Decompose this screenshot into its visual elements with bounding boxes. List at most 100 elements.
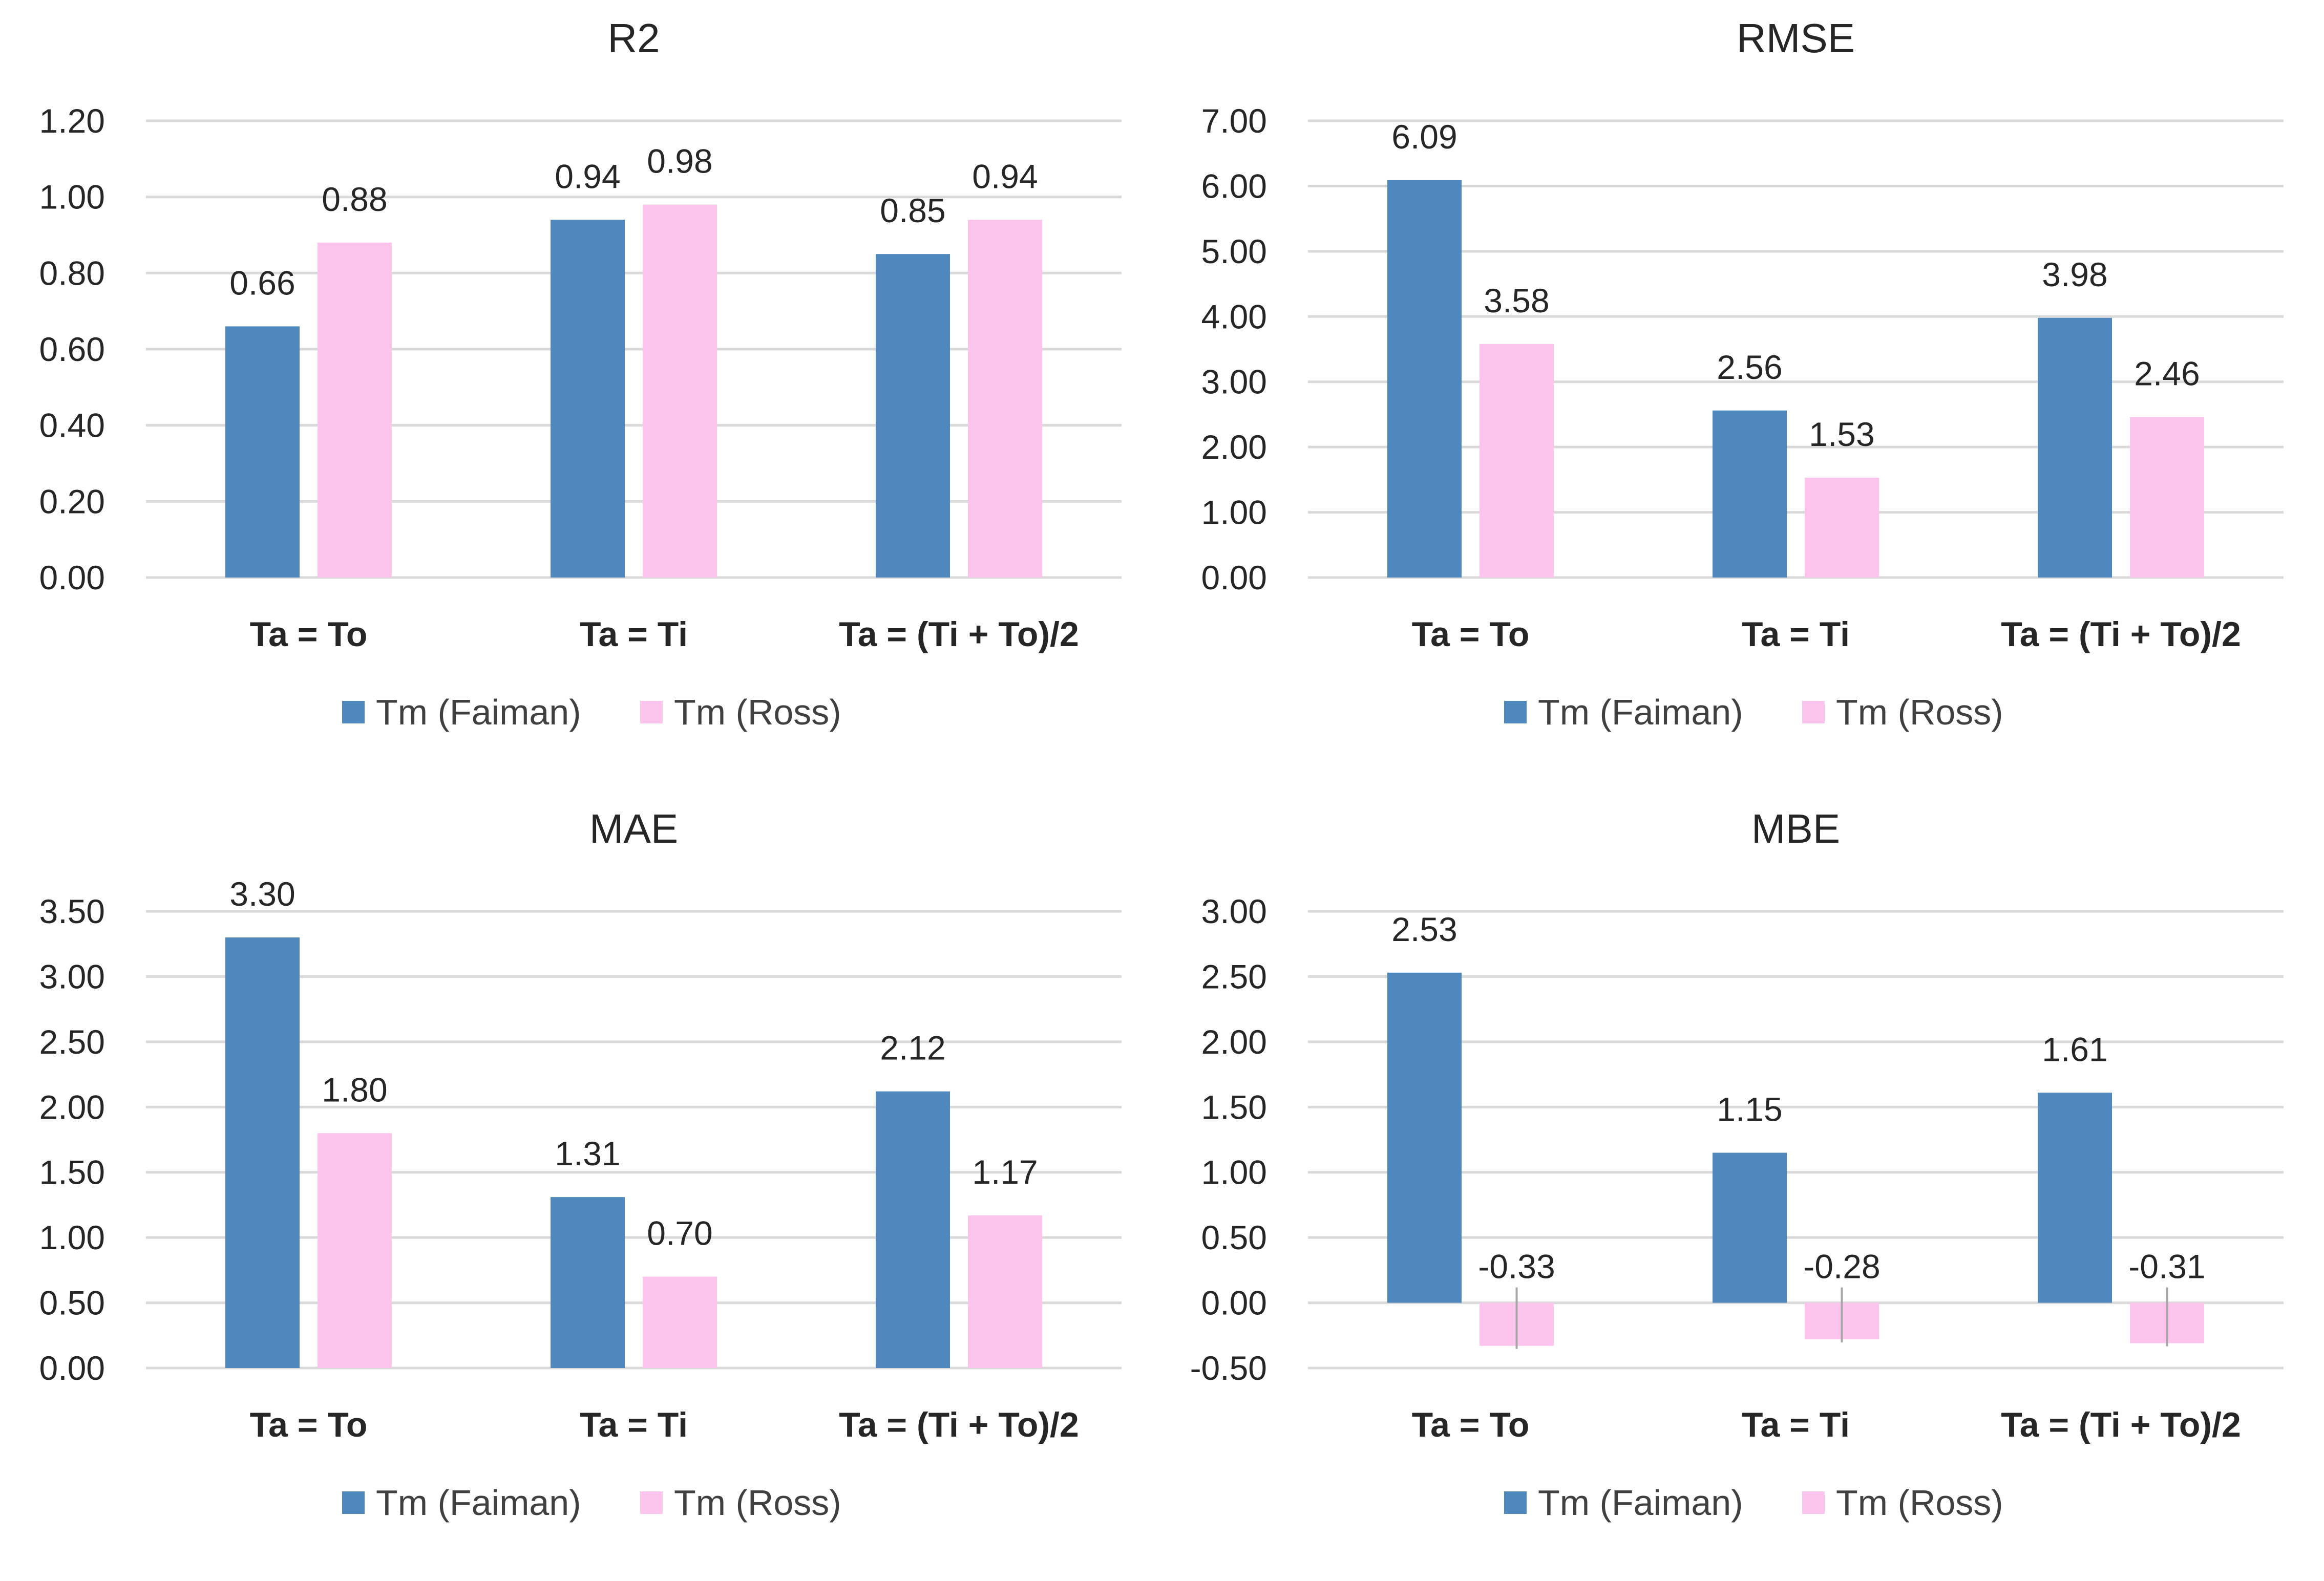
y-tick-label: 0.80	[39, 254, 105, 292]
y-tick-label: 3.00	[1201, 892, 1267, 930]
legend-label-faiman: Tm (Faiman)	[376, 1483, 581, 1523]
bar-faiman	[2038, 1093, 2112, 1303]
y-tick-label: 6.00	[1201, 167, 1267, 205]
bar-faiman	[225, 937, 300, 1368]
category-label: Ta = To	[250, 615, 368, 654]
category-label: Ta = To	[1412, 1405, 1530, 1444]
category-label: Ta = Ti	[1742, 615, 1850, 654]
bar-ross	[643, 1276, 717, 1368]
data-label: 3.58	[1484, 282, 1549, 319]
y-tick-label: 0.50	[1201, 1219, 1267, 1256]
bar-faiman	[1387, 180, 1462, 578]
data-label: -0.28	[1803, 1248, 1880, 1286]
data-label: 1.61	[2042, 1030, 2107, 1068]
bar-faiman	[1713, 410, 1787, 578]
legend-swatch-ross	[1802, 701, 1825, 723]
bar-ross	[1805, 478, 1879, 578]
category-label: Ta = (Ti + To)/2	[839, 615, 1079, 654]
data-label: -0.31	[2128, 1248, 2205, 1286]
bar-ross	[318, 1133, 392, 1368]
y-tick-label: 2.00	[39, 1088, 105, 1126]
category-label: Ta = (Ti + To)/2	[2001, 1405, 2241, 1444]
category-label: Ta = Ti	[1742, 1405, 1850, 1444]
bar-faiman	[876, 1091, 950, 1368]
bar-ross	[2130, 417, 2204, 578]
legend-swatch-ross	[640, 701, 663, 723]
mae-chart-panel: MAE 0.00 0.50 1.00 1.50 2.00 2.50 3.00 3.50 3.30 1…	[0, 791, 1162, 1581]
y-tick-label: 0.60	[39, 330, 105, 368]
y-tick-label: 1.00	[39, 1219, 105, 1256]
y-tick-label: 0.00	[1201, 559, 1267, 596]
y-tick-label: 2.00	[1201, 1023, 1267, 1061]
legend-label-ross: Tm (Ross)	[1836, 1483, 2003, 1523]
legend-swatch-ross	[1802, 1491, 1825, 1514]
bar-faiman	[876, 254, 950, 578]
category-label: Ta = (Ti + To)/2	[839, 1405, 1079, 1444]
legend-label-ross: Tm (Ross)	[1836, 692, 2003, 732]
chart-title: MAE	[589, 806, 678, 851]
y-tick-label: 1.50	[39, 1153, 105, 1191]
y-tick-label: 4.00	[1201, 297, 1267, 335]
data-label: 0.85	[880, 191, 945, 229]
legend-swatch-faiman	[1504, 701, 1527, 723]
data-label: 1.15	[1717, 1090, 1782, 1128]
legend-label-faiman: Tm (Faiman)	[1538, 1483, 1743, 1523]
legend-swatch-ross	[640, 1491, 663, 1514]
rmse-chart-panel: RMSE 0.00 1.00 2.00 3.00 4.00 5.00 6.00 7.00 6.09…	[1162, 0, 2324, 791]
data-label: -0.33	[1478, 1248, 1555, 1286]
y-tick-label: 0.50	[39, 1284, 105, 1322]
bar-ross	[318, 242, 392, 578]
chart-svg: RMSE 0.00 1.00 2.00 3.00 4.00 5.00 6.00 7.00 6.09…	[1201, 15, 2284, 732]
legend-swatch-faiman	[342, 701, 365, 723]
chart-svg: MBE -0.50 0.00 0.50 1.00 1.50 2.00 2.50 3.00 2.53…	[1190, 806, 2284, 1523]
data-label: 0.70	[647, 1214, 712, 1252]
legend-label-faiman: Tm (Faiman)	[376, 692, 581, 732]
data-label: 0.98	[647, 142, 712, 180]
legend-label-ross: Tm (Ross)	[674, 1483, 841, 1523]
bar-ross	[968, 1215, 1042, 1368]
chart-title: RMSE	[1737, 15, 1855, 61]
data-label: 3.98	[2042, 255, 2107, 293]
y-tick-label: 0.00	[39, 559, 105, 596]
data-label: 0.66	[229, 264, 295, 302]
data-label: 6.09	[1391, 118, 1457, 156]
y-tick-label: 1.50	[1201, 1088, 1267, 1126]
y-tick-label: 3.00	[1201, 363, 1267, 401]
bar-faiman	[225, 326, 300, 578]
data-label: 2.12	[880, 1029, 945, 1067]
legend-swatch-faiman	[342, 1491, 365, 1514]
data-label: 1.17	[972, 1153, 1038, 1191]
y-tick-label: 0.20	[39, 482, 105, 520]
bar-faiman	[1713, 1152, 1787, 1303]
bar-ross	[643, 204, 717, 578]
bar-faiman	[2038, 317, 2112, 578]
y-tick-label: 1.00	[1201, 494, 1267, 531]
bar-faiman	[551, 220, 625, 578]
bar-ross	[968, 220, 1042, 578]
y-tick-label: 1.00	[39, 178, 105, 216]
category-label: Ta = Ti	[580, 1405, 688, 1444]
category-label: Ta = (Ti + To)/2	[2001, 615, 2241, 654]
data-label: 2.53	[1391, 910, 1457, 948]
y-tick-label: 3.00	[39, 957, 105, 995]
bar-faiman	[1387, 972, 1462, 1303]
data-label: 0.94	[555, 157, 620, 195]
bar-ross	[1480, 344, 1554, 578]
category-label: Ta = To	[1412, 615, 1530, 654]
y-tick-label: 0.00	[1201, 1284, 1267, 1322]
data-label: 1.53	[1809, 415, 1874, 453]
r2-chart-panel: R2 0.00 0.20 0.40 0.60 0.80 1.00 1.20 0.66 0.88 Ta…	[0, 0, 1162, 791]
y-tick-label: 2.50	[39, 1023, 105, 1061]
chart-title: R2	[607, 15, 660, 61]
data-label: 0.94	[972, 157, 1038, 195]
y-tick-label: 5.00	[1201, 232, 1267, 270]
data-label: 0.88	[322, 180, 387, 218]
bar-faiman	[551, 1197, 625, 1368]
y-tick-label: 2.00	[1201, 428, 1267, 466]
data-label: 1.31	[555, 1135, 620, 1172]
data-label: 1.80	[322, 1071, 387, 1108]
y-tick-label: 0.00	[39, 1349, 105, 1387]
y-tick-label: 1.20	[39, 102, 105, 140]
y-tick-label: 0.40	[39, 407, 105, 444]
